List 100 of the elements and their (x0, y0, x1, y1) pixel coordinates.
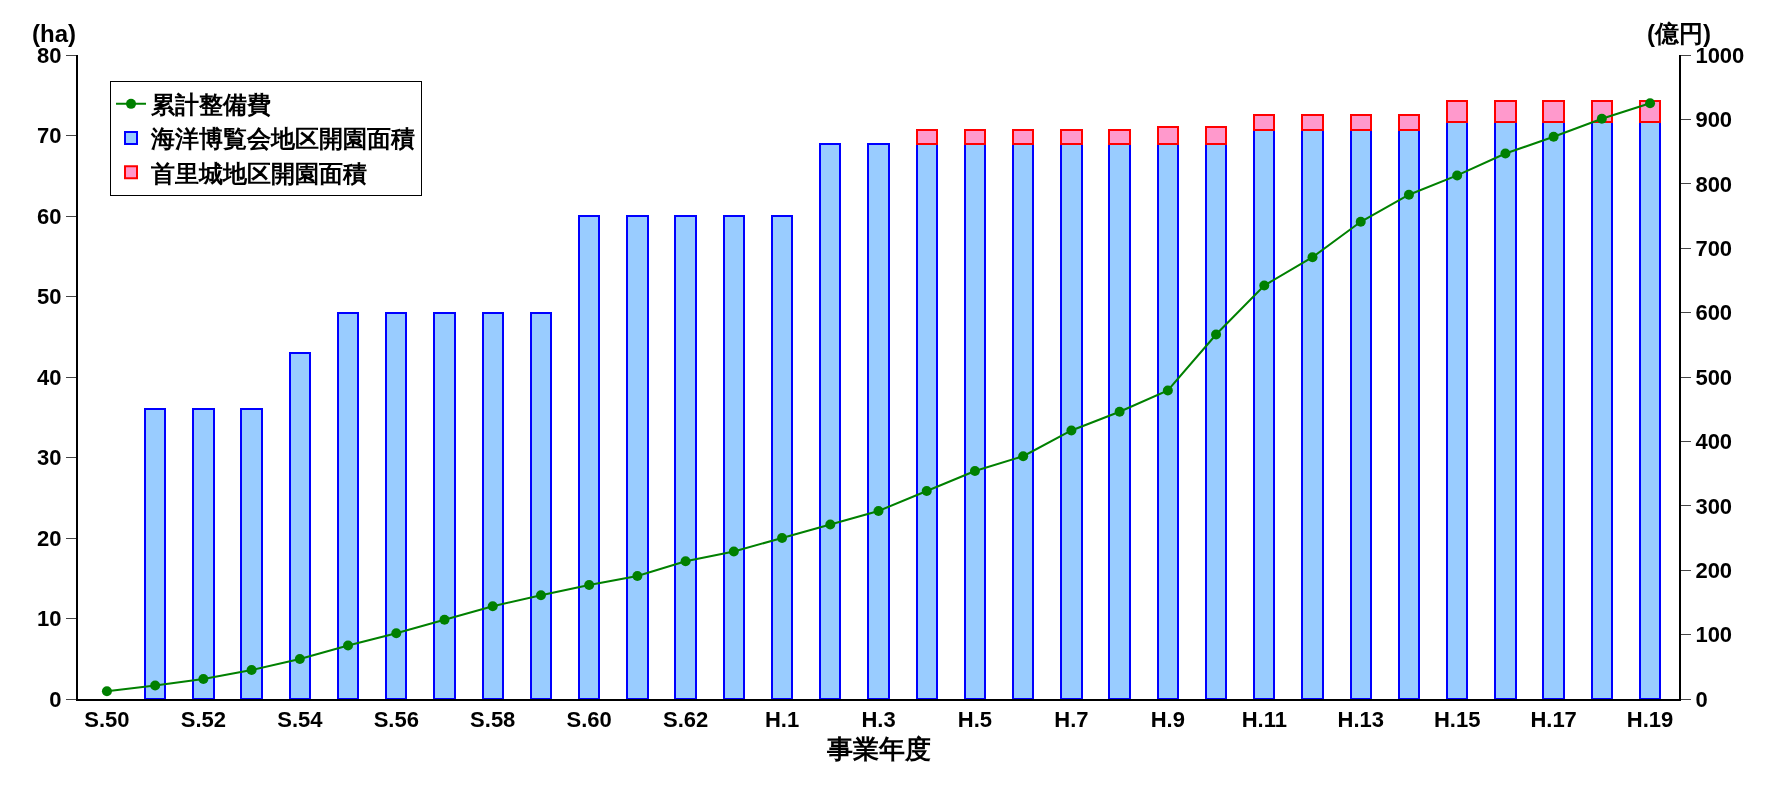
bar (1494, 120, 1517, 699)
legend-label: 累計整備費 (150, 91, 272, 119)
x-tick-label: S.62 (662, 707, 709, 733)
bar (674, 215, 697, 699)
point (439, 614, 450, 625)
y-tick-label: 60 (37, 203, 62, 229)
point (728, 546, 739, 557)
legend-label: 海洋博覧会地区開園面積 (150, 125, 416, 153)
bar (1638, 120, 1662, 699)
legend-label: 首里城地区開園面積 (150, 159, 368, 187)
bar (433, 311, 456, 699)
point (246, 665, 257, 676)
x-tick-label: H.1 (764, 707, 800, 733)
point (1403, 189, 1414, 200)
bar (385, 311, 408, 699)
x-tick-label: S.60 (566, 707, 612, 733)
bar (529, 311, 553, 699)
bar (915, 142, 938, 699)
bar (1446, 99, 1469, 123)
x-tick-label: H.3 (861, 707, 896, 733)
bar (1108, 142, 1131, 699)
bar (481, 311, 504, 699)
bar (770, 215, 794, 699)
bar (963, 142, 987, 699)
point (1066, 425, 1077, 436)
point (198, 674, 209, 685)
point (777, 533, 788, 543)
point (391, 628, 402, 639)
y2-tick-label: 800 (1695, 171, 1733, 197)
point (1211, 329, 1222, 340)
x-tick-label: S.50 (84, 707, 130, 733)
point (535, 590, 546, 601)
x-axis-title: 事業年度 (825, 733, 931, 764)
x-tick-label: S.56 (373, 707, 419, 733)
point (1307, 252, 1318, 263)
point (680, 556, 691, 567)
y-tick-label: 40 (37, 364, 62, 390)
bar (1494, 99, 1517, 123)
point (632, 571, 643, 581)
bar (626, 215, 649, 699)
bar (1012, 128, 1035, 145)
bar (1542, 99, 1565, 123)
y-tick-label: 50 (37, 284, 62, 310)
bar (192, 408, 215, 699)
bar (578, 215, 601, 699)
bar (1349, 128, 1372, 699)
y2-tick-label: 700 (1695, 235, 1733, 261)
point (1162, 385, 1173, 396)
bar (1060, 128, 1083, 145)
point (1355, 216, 1366, 227)
y-tick-label: 0 (49, 686, 62, 712)
x-tick-label: S.52 (180, 707, 227, 733)
bar (819, 142, 842, 699)
x-tick-label: H.5 (957, 707, 993, 733)
point (1548, 131, 1559, 142)
x-tick-label: H.17 (1530, 707, 1577, 733)
bar (1060, 142, 1083, 699)
y2-tick-label: 900 (1695, 107, 1733, 133)
point (873, 505, 884, 516)
point (294, 654, 305, 665)
bar (867, 142, 890, 699)
y2-tick-label: 300 (1695, 493, 1733, 519)
x-tick-label: S.58 (470, 707, 516, 733)
point (1500, 148, 1511, 159)
x-tick-label: H.7 (1054, 707, 1089, 733)
point (150, 680, 161, 691)
bar (1446, 120, 1469, 699)
point (1596, 113, 1607, 124)
bar (1253, 128, 1276, 699)
x-tick-label: H.19 (1626, 707, 1674, 733)
point (1114, 406, 1125, 417)
bar (1590, 120, 1613, 699)
bar (1204, 126, 1228, 145)
point (921, 485, 932, 496)
x-tick-label: H.13 (1337, 707, 1384, 733)
bar (1542, 120, 1565, 699)
bar (1012, 142, 1035, 699)
point (1645, 98, 1656, 109)
x-tick-label: S.54 (277, 707, 324, 733)
bar (1301, 128, 1324, 699)
bar (1204, 142, 1228, 699)
x-tick-label: H.9 (1150, 707, 1185, 733)
bar (1349, 113, 1372, 131)
point (1452, 170, 1463, 181)
bar (1156, 142, 1179, 699)
y-tick-label: 30 (37, 445, 62, 471)
point (825, 519, 836, 530)
x-tick-label: H.15 (1433, 707, 1481, 733)
bar (288, 351, 311, 699)
y2-tick-label: 0 (1695, 686, 1708, 712)
bar (336, 311, 360, 699)
y-tick-label: 70 (37, 123, 62, 149)
bar (1253, 113, 1276, 131)
point (487, 601, 498, 612)
bar (1397, 128, 1421, 699)
bar (1301, 113, 1324, 131)
y2-tick-label: 200 (1695, 557, 1733, 583)
bar (915, 128, 938, 145)
bar (722, 215, 745, 699)
bar (1108, 128, 1131, 145)
